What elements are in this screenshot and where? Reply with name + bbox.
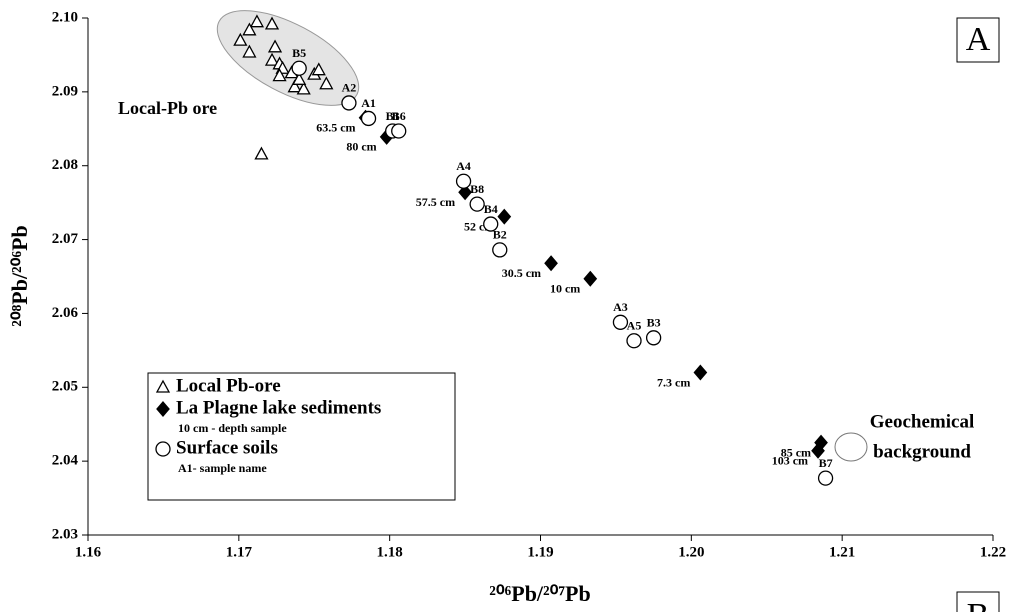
- annotation: Local-Pb ore: [118, 98, 217, 118]
- y-axis-label: ²⁰⁸Pb/²⁰⁶Pb: [7, 225, 32, 326]
- point: [311, 62, 326, 76]
- x-tick-label: 1.20: [678, 544, 704, 560]
- x-tick-label: 1.21: [829, 544, 855, 560]
- point: [612, 314, 629, 330]
- point: [455, 173, 472, 189]
- legend-note: A1- sample name: [178, 461, 267, 475]
- point-label: B1: [386, 109, 400, 123]
- point: [626, 333, 642, 349]
- x-tick-label: 1.17: [226, 544, 253, 560]
- point: [458, 184, 472, 201]
- point-label: 103 cm: [772, 454, 808, 468]
- y-tick-label: 2.04: [52, 453, 79, 469]
- y-tick-label: 2.05: [52, 379, 78, 395]
- legend-label: Local Pb-ore: [176, 375, 281, 396]
- x-tick-label: 1.19: [527, 544, 553, 560]
- point-label: A5: [627, 319, 642, 333]
- annotation: Geochemical: [870, 411, 974, 432]
- point-label: A3: [613, 300, 628, 314]
- point: [483, 216, 499, 232]
- panel-label: A: [966, 21, 991, 58]
- point: [360, 110, 377, 127]
- point-label: 80 cm: [346, 140, 376, 154]
- y-tick-label: 2.07: [52, 231, 79, 247]
- point: [272, 68, 287, 82]
- y-tick-label: 2.06: [52, 305, 79, 321]
- point-label: 57.5 cm: [416, 195, 455, 209]
- point-label: B5: [292, 46, 306, 60]
- point: [645, 330, 662, 346]
- legend-marker: [155, 379, 171, 393]
- point-label: 30.5 cm: [502, 266, 541, 280]
- point: [264, 16, 280, 30]
- point: [391, 123, 407, 139]
- point-label: B3: [647, 316, 661, 330]
- background-ring: [834, 432, 868, 462]
- legend-note: 10 cm - depth sample: [178, 421, 287, 435]
- point-label: A2: [342, 81, 357, 95]
- point: [287, 79, 302, 93]
- point: [583, 270, 598, 287]
- panel-box: [956, 17, 1000, 63]
- point: [492, 242, 508, 258]
- y-tick-label: 2.10: [52, 9, 78, 25]
- point-label: A4: [456, 159, 471, 173]
- point-label: B2: [493, 228, 507, 242]
- point-label: B7: [819, 456, 833, 470]
- x-tick-label: 1.16: [75, 544, 102, 560]
- point-label: 63.5 cm: [316, 120, 355, 134]
- x-axis-label: ²⁰⁶Pb/²⁰⁷Pb: [489, 581, 590, 606]
- point: [291, 60, 307, 76]
- point: [497, 208, 512, 225]
- legend-marker: [155, 441, 171, 457]
- x-tick-label: 1.22: [980, 544, 1006, 560]
- point-label: 85 cm: [781, 445, 811, 459]
- point: [267, 39, 283, 53]
- point-label: 7.3 cm: [657, 375, 690, 389]
- point: [469, 196, 485, 212]
- point-label: 10 cm: [550, 281, 580, 295]
- point: [292, 71, 307, 85]
- point-label: B8: [470, 182, 484, 196]
- y-tick-label: 2.03: [52, 526, 78, 542]
- legend-box: [147, 372, 456, 501]
- legend-label: Surface soils: [176, 437, 278, 458]
- panel-box: [956, 591, 1000, 612]
- point: [319, 76, 334, 90]
- annotation: background: [873, 441, 971, 462]
- point: [249, 14, 265, 28]
- point-label: B4: [484, 202, 498, 216]
- y-tick-label: 2.09: [52, 83, 78, 99]
- y-tick-label: 2.08: [52, 157, 78, 173]
- point: [817, 470, 834, 486]
- point: [341, 95, 357, 111]
- legend-marker: [156, 401, 170, 417]
- panel-label: B: [967, 597, 990, 612]
- point: [254, 146, 269, 160]
- point-label: B6: [392, 109, 406, 123]
- point: [544, 255, 558, 272]
- point: [242, 44, 257, 58]
- point: [296, 81, 311, 95]
- point: [242, 22, 257, 36]
- point: [811, 442, 825, 459]
- legend-label: La Plagne lake sediments: [176, 397, 381, 418]
- point: [233, 32, 248, 46]
- point-label: A1: [361, 96, 376, 110]
- x-tick-label: 1.18: [377, 544, 403, 560]
- point: [264, 52, 280, 66]
- point: [693, 364, 708, 381]
